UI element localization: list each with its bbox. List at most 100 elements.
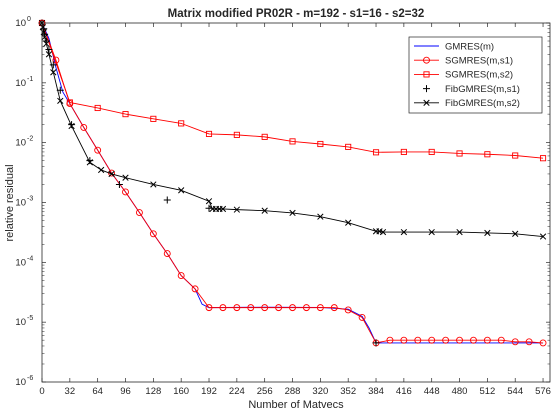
legend-label: FibGMRES(m,s2) xyxy=(445,98,520,109)
data-point xyxy=(316,304,324,312)
legend-entry: GMRES(m) xyxy=(414,41,494,52)
data-point xyxy=(115,180,123,188)
data-point xyxy=(205,130,213,137)
x-tick-label: 480 xyxy=(452,386,468,397)
data-point xyxy=(233,304,241,312)
data-point xyxy=(178,120,185,127)
legend-entry: FibGMRES(m,s2) xyxy=(414,98,520,109)
data-point xyxy=(423,71,430,78)
legend-label: SGMRES(m,s2) xyxy=(445,70,513,81)
data-point xyxy=(317,140,324,148)
data-point xyxy=(122,188,129,196)
data-point xyxy=(484,229,491,237)
series-4 xyxy=(38,19,547,240)
data-point xyxy=(483,336,491,344)
data-point xyxy=(511,338,519,346)
data-point xyxy=(442,336,450,344)
x-tick-label: 288 xyxy=(285,386,301,397)
x-tick-label: 544 xyxy=(507,386,523,397)
y-tick-exponent: -1 xyxy=(27,76,33,83)
series-line xyxy=(41,22,544,237)
data-point xyxy=(41,34,48,41)
data-point xyxy=(178,187,185,194)
x-tick-label: 512 xyxy=(479,386,495,397)
data-point xyxy=(149,230,157,238)
data-point xyxy=(86,157,94,165)
data-point xyxy=(39,24,47,31)
data-point xyxy=(68,121,76,129)
data-point xyxy=(97,166,105,174)
x-tick-label: 416 xyxy=(396,386,412,397)
x-tick-label: 448 xyxy=(424,386,440,397)
data-point xyxy=(302,304,310,312)
data-point xyxy=(122,174,129,181)
x-tick-label: 0 xyxy=(39,386,44,397)
data-point xyxy=(372,339,380,347)
data-point xyxy=(68,122,75,130)
data-point xyxy=(400,148,407,155)
chart-title: Matrix modified PR02R - m=192 - s1=16 - … xyxy=(168,8,425,20)
data-point xyxy=(386,336,394,344)
data-point xyxy=(43,40,50,47)
data-point xyxy=(247,304,255,312)
data-point xyxy=(57,97,64,104)
series-2 xyxy=(38,19,547,162)
y-tick-label: 10 xyxy=(15,377,26,388)
data-point xyxy=(94,146,102,154)
x-tick-label: 576 xyxy=(535,386,551,397)
y-tick-label: 10 xyxy=(15,317,26,328)
x-tick-label: 320 xyxy=(312,386,328,397)
y-tick-exponent: -6 xyxy=(27,375,33,382)
data-point xyxy=(317,213,324,220)
x-tick-label: 160 xyxy=(173,386,189,397)
data-point xyxy=(423,99,430,106)
y-tick-label: 10 xyxy=(15,78,26,89)
data-point xyxy=(150,115,157,122)
series-line xyxy=(41,22,544,344)
data-point xyxy=(261,207,268,214)
data-point xyxy=(177,272,185,280)
data-point xyxy=(539,155,547,162)
plot-frame xyxy=(41,22,551,383)
data-point xyxy=(50,69,57,76)
data-point xyxy=(205,304,213,312)
y-tick-exponent: -4 xyxy=(27,255,33,262)
x-tick-label: 224 xyxy=(229,386,245,397)
legend: GMRES(m) SGMRES(m,s1) SGMRES(m,s2) FibGMRES… xyxy=(408,36,543,114)
legend-entry: SGMRES(m,s2) xyxy=(414,70,513,81)
legend-label: GMRES(m) xyxy=(445,41,494,52)
legend-entry: FibGMRES(m,s1) xyxy=(423,84,520,95)
data-point xyxy=(261,304,269,312)
data-point xyxy=(512,152,519,159)
data-point xyxy=(512,230,519,237)
data-point xyxy=(345,143,352,150)
data-point xyxy=(456,336,463,344)
data-point xyxy=(233,131,240,138)
data-point xyxy=(275,304,283,312)
data-point xyxy=(163,196,171,204)
x-axis-label: Number of Matvecs xyxy=(248,399,344,411)
y-tick-label: 10 xyxy=(15,138,26,149)
x-tick-label: 128 xyxy=(145,386,161,397)
data-point xyxy=(163,250,171,258)
y-tick-label: 10 xyxy=(15,198,26,209)
data-point xyxy=(400,336,408,344)
data-point xyxy=(456,228,463,236)
data-point xyxy=(414,336,422,344)
x-tick-label: 384 xyxy=(368,386,384,397)
x-tick-label: 32 xyxy=(65,386,76,397)
legend-box xyxy=(408,36,543,114)
legend-label: FibGMRES(m,s1) xyxy=(445,84,520,95)
x-tick-label: 352 xyxy=(340,386,356,397)
x-tick-label: 96 xyxy=(120,386,131,397)
y-tick-exponent: -2 xyxy=(27,136,33,143)
data-point xyxy=(108,170,115,178)
data-point xyxy=(80,123,88,131)
ticks-layer: 0 32 64 96 128 160 192 224 256 288 320 352 384 416 448… xyxy=(15,16,551,397)
data-point xyxy=(122,111,129,118)
data-point xyxy=(233,206,241,213)
data-point xyxy=(428,148,435,155)
x-tick-label: 64 xyxy=(92,386,103,397)
